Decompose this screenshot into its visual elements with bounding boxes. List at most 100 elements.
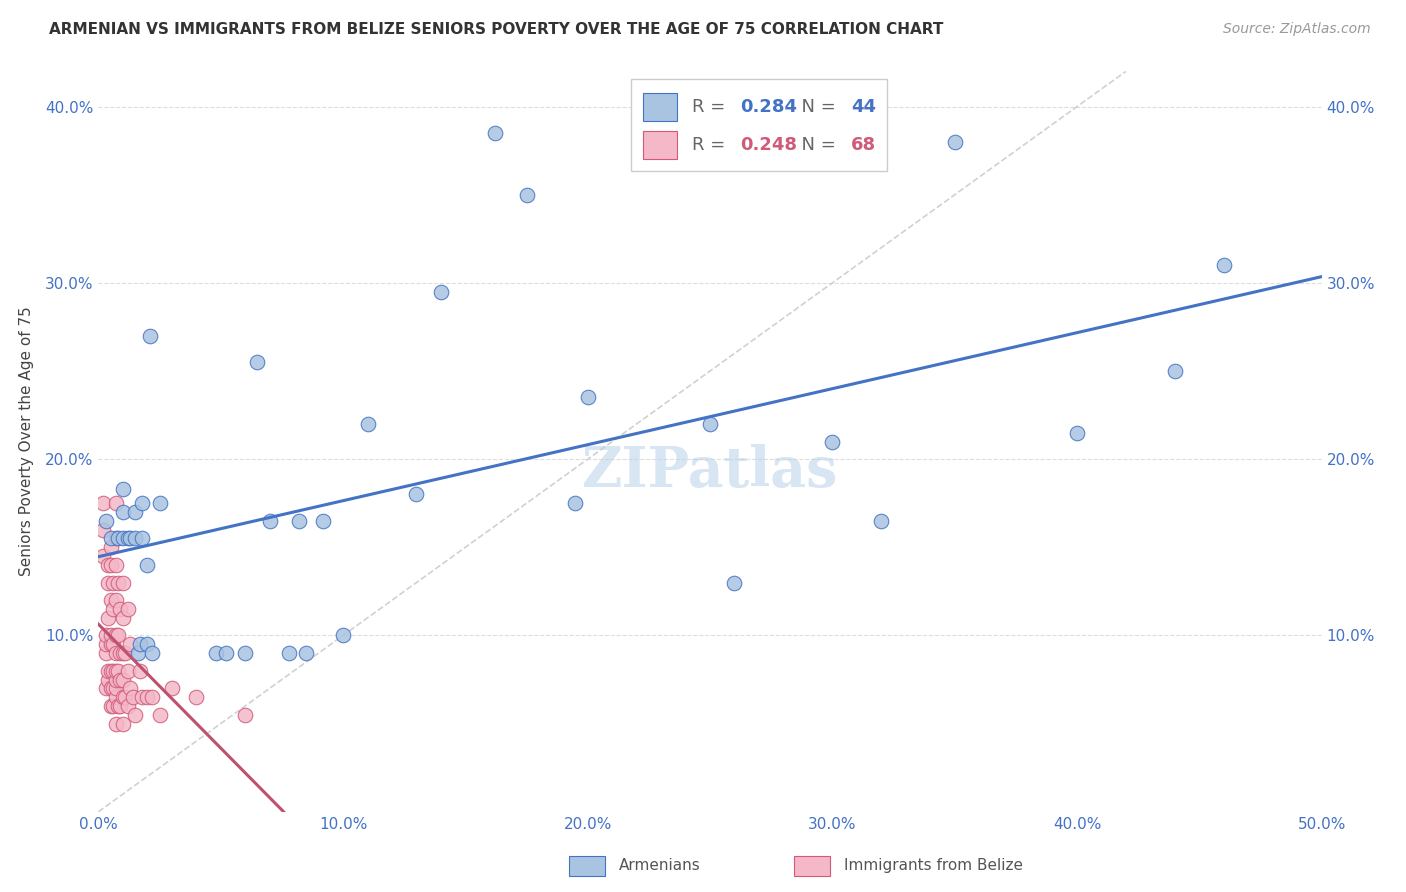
Point: [484, 126, 506, 140]
Point: [100, 593, 122, 607]
Point: [124, 532, 146, 546]
Text: N =: N =: [790, 136, 841, 154]
Point: [127, 646, 149, 660]
Point: [141, 646, 163, 660]
Point: [136, 690, 159, 705]
Text: 0.248: 0.248: [741, 136, 797, 154]
Text: Immigrants from Belize: Immigrants from Belize: [844, 858, 1022, 872]
Point: [111, 575, 134, 590]
Point: [430, 285, 453, 299]
Point: [104, 664, 127, 678]
Point: [107, 628, 129, 642]
Point: [104, 628, 127, 642]
Point: [111, 611, 134, 625]
Point: [107, 532, 129, 546]
Point: [129, 664, 152, 678]
Point: [110, 602, 132, 616]
Point: [101, 637, 124, 651]
Point: [104, 690, 127, 705]
Point: [114, 646, 136, 660]
Point: [104, 558, 127, 572]
Point: [111, 505, 134, 519]
Point: [117, 698, 139, 713]
Point: [101, 602, 124, 616]
Point: [104, 496, 127, 510]
Point: [1066, 425, 1088, 440]
FancyBboxPatch shape: [643, 93, 678, 121]
Point: [100, 558, 122, 572]
Point: [117, 602, 139, 616]
Text: Armenians: Armenians: [619, 858, 700, 872]
Point: [111, 482, 134, 496]
Point: [107, 575, 129, 590]
Point: [114, 690, 136, 705]
Point: [160, 681, 183, 696]
FancyBboxPatch shape: [630, 78, 887, 171]
Point: [295, 646, 318, 660]
Point: [121, 690, 143, 705]
Point: [131, 532, 153, 546]
Point: [870, 514, 893, 528]
Point: [100, 681, 122, 696]
Point: [259, 514, 281, 528]
Point: [278, 646, 301, 660]
Point: [233, 707, 256, 722]
Point: [124, 505, 146, 519]
Point: [94, 514, 117, 528]
Point: [515, 187, 537, 202]
Point: [91, 549, 114, 563]
Point: [104, 593, 127, 607]
Point: [104, 673, 127, 687]
Point: [136, 637, 159, 651]
Point: [246, 355, 269, 369]
Point: [111, 532, 134, 546]
Point: [564, 496, 586, 510]
Point: [186, 690, 208, 705]
Point: [124, 707, 146, 722]
Point: [97, 611, 120, 625]
Point: [723, 575, 745, 590]
Point: [94, 628, 117, 642]
Point: [1164, 364, 1187, 378]
Point: [91, 523, 114, 537]
Point: [821, 434, 844, 449]
Point: [100, 637, 122, 651]
Point: [97, 575, 120, 590]
Point: [131, 496, 153, 510]
Point: [312, 514, 335, 528]
Point: [100, 541, 122, 555]
Point: [110, 698, 132, 713]
Point: [699, 417, 721, 431]
Point: [104, 646, 127, 660]
Point: [91, 496, 114, 510]
Text: ARMENIAN VS IMMIGRANTS FROM BELIZE SENIORS POVERTY OVER THE AGE OF 75 CORRELATIO: ARMENIAN VS IMMIGRANTS FROM BELIZE SENIO…: [49, 22, 943, 37]
Point: [97, 664, 120, 678]
Point: [405, 487, 427, 501]
Point: [139, 328, 162, 343]
Point: [104, 532, 127, 546]
Point: [141, 690, 163, 705]
Point: [97, 558, 120, 572]
Point: [100, 698, 122, 713]
Text: 44: 44: [851, 98, 876, 116]
Point: [107, 698, 129, 713]
Point: [107, 664, 129, 678]
Point: [104, 716, 127, 731]
Point: [101, 698, 124, 713]
Point: [101, 664, 124, 678]
Point: [94, 646, 117, 660]
Text: ZIPatlas: ZIPatlas: [582, 443, 838, 499]
Point: [100, 628, 122, 642]
Point: [101, 681, 124, 696]
Text: Source: ZipAtlas.com: Source: ZipAtlas.com: [1223, 22, 1371, 37]
Point: [332, 628, 354, 642]
Point: [100, 664, 122, 678]
Point: [111, 690, 134, 705]
Point: [288, 514, 311, 528]
Point: [111, 646, 134, 660]
Point: [205, 646, 228, 660]
Point: [94, 681, 117, 696]
Point: [101, 575, 124, 590]
Text: R =: R =: [692, 98, 731, 116]
Point: [356, 417, 378, 431]
